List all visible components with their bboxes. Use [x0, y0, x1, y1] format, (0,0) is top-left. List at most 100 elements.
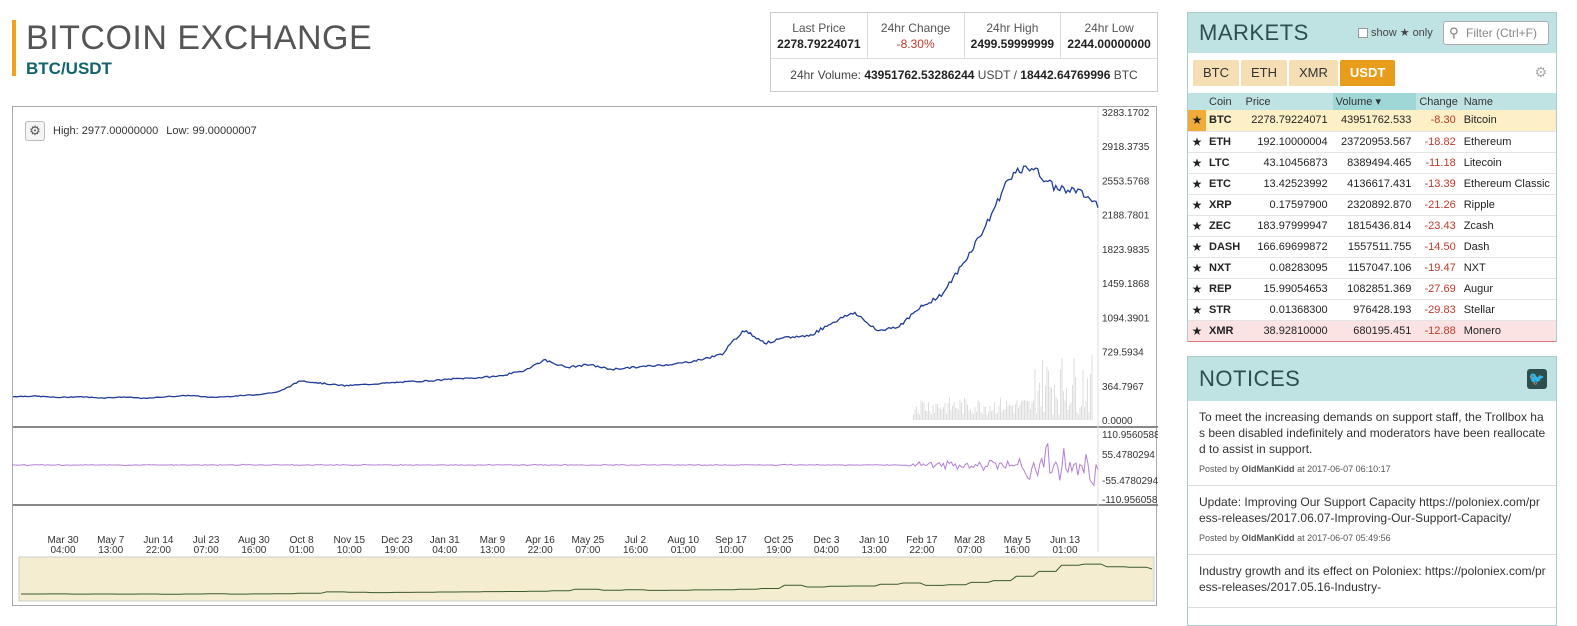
- table-row[interactable]: ★ BTC 2278.79224071 43951762.533 -8.30 Bitcoi…: [1188, 110, 1556, 132]
- x-tick-date: Aug 10: [667, 535, 699, 546]
- star-icon[interactable]: ★: [1188, 173, 1206, 195]
- x-tick-date: Jul 2: [625, 535, 647, 546]
- volume-bar: [1088, 412, 1090, 420]
- star-icon[interactable]: ★: [1188, 299, 1206, 321]
- star-icon[interactable]: ★: [1188, 319, 1206, 342]
- tab-eth[interactable]: ETH: [1241, 60, 1287, 86]
- low-value: 2244.00000000: [1067, 37, 1151, 51]
- volume-bar: [913, 414, 914, 420]
- row-name: Zcash: [1460, 215, 1556, 237]
- volume-bar: [986, 414, 988, 420]
- volume-bar: [1007, 406, 1009, 420]
- table-row[interactable]: ★ ETH 192.10000004 23720953.567 -18.82 Ethere…: [1188, 131, 1556, 153]
- volume-bar: [1087, 378, 1088, 420]
- twitter-icon[interactable]: 🐦: [1527, 369, 1547, 389]
- row-price: 15.99054653: [1242, 278, 1333, 300]
- y-tick-label: 0.0000: [1102, 416, 1133, 427]
- volume-bar: [1043, 411, 1045, 420]
- row-volume: 1082851.369: [1332, 278, 1417, 300]
- osc-tick-label: -110.956058: [1102, 495, 1158, 506]
- gear-icon[interactable]: ⚙: [1534, 64, 1547, 80]
- table-row[interactable]: ★ DASH 166.69699872 1557511.755 -14.50 Dash: [1188, 236, 1556, 258]
- notice-meta: Posted by OldManKidd at 2017-06-07 06:10…: [1199, 461, 1546, 477]
- tab-btc[interactable]: BTC: [1193, 60, 1239, 86]
- filter-input[interactable]: ⚲ Filter (Ctrl+F): [1443, 21, 1549, 45]
- volume-bar: [976, 411, 977, 420]
- x-tick-time: 07:00: [957, 545, 982, 556]
- row-name: Ethereum Classic: [1460, 173, 1556, 195]
- gear-icon[interactable]: ⚙: [25, 121, 45, 141]
- volume-bar: [997, 412, 998, 420]
- osc-tick-label: -55.4780294: [1102, 476, 1158, 487]
- star-icon[interactable]: ★: [1188, 152, 1206, 174]
- star-icon[interactable]: ★: [1188, 110, 1206, 132]
- row-coin: ETH: [1206, 131, 1243, 153]
- volume-bar: [1091, 355, 1093, 420]
- x-tick-time: 22:00: [909, 545, 934, 556]
- chart-svg[interactable]: 3283.1702 2918.3735 2553.5768 2188.7801 1823…: [13, 107, 1158, 607]
- star-icon[interactable]: ★: [1188, 215, 1206, 237]
- volume-bar: [1042, 359, 1043, 420]
- volume-bar: [968, 410, 970, 420]
- col-price[interactable]: Price: [1242, 93, 1333, 110]
- volume-bar: [1027, 401, 1028, 420]
- col-fav[interactable]: [1188, 93, 1206, 110]
- table-row[interactable]: ★ NXT 0.08283095 1157047.106 -19.47 NXT: [1188, 257, 1556, 279]
- low-label: 24hr Low: [1084, 21, 1134, 35]
- volume-bar: [1090, 373, 1091, 420]
- col-volume[interactable]: Volume ▾: [1332, 93, 1417, 110]
- table-row[interactable]: ★ REP 15.99054653 1082851.369 -27.69 Augur: [1188, 278, 1556, 300]
- col-name[interactable]: Name: [1460, 93, 1556, 110]
- show-favorites-only-toggle[interactable]: show ★ only: [1358, 26, 1433, 39]
- star-icon[interactable]: ★: [1188, 257, 1206, 279]
- table-row[interactable]: ★ ETC 13.42523992 4136617.431 -13.39 Ethereum…: [1188, 173, 1556, 195]
- x-tick-date: May 25: [571, 535, 604, 546]
- star-icon[interactable]: ★: [1188, 278, 1206, 300]
- x-tick-time: 07:00: [194, 545, 219, 556]
- price-chart[interactable]: 3283.1702 2918.3735 2553.5768 2188.7801 1823…: [12, 106, 1158, 607]
- volume-bar: [983, 406, 985, 420]
- x-tick-time: 19:00: [766, 545, 791, 556]
- change-cell: 24hr Change -8.30%: [868, 13, 965, 58]
- y-tick-label: 1459.1868: [1102, 279, 1150, 290]
- x-tick-time: 01:00: [671, 545, 696, 556]
- star-icon[interactable]: ★: [1188, 194, 1206, 216]
- star-icon[interactable]: ★: [1188, 236, 1206, 258]
- col-coin[interactable]: Coin: [1206, 93, 1243, 110]
- volume-bar: [1076, 411, 1078, 420]
- osc-tick-label: 110.9560588: [1102, 430, 1158, 441]
- row-change: -21.26: [1416, 194, 1461, 216]
- y-tick-label: 2918.3735: [1102, 142, 1150, 153]
- y-tick-label: 1094.3901: [1102, 313, 1150, 324]
- x-tick-time: 10:00: [718, 545, 743, 556]
- volume-bar: [1013, 412, 1015, 420]
- notices-panel: NOTICES 🐦 To meet the increasing demands…: [1187, 356, 1557, 626]
- favorites-checkbox[interactable]: [1358, 27, 1368, 38]
- volume-bar: [1009, 404, 1010, 420]
- filter-placeholder: Filter (Ctrl+F): [1466, 26, 1537, 40]
- x-tick-date: Apr 16: [525, 535, 555, 546]
- show-label: show: [1371, 26, 1397, 39]
- row-name: NXT: [1460, 257, 1556, 279]
- x-tick-date: May 5: [1004, 535, 1032, 546]
- notice-time: at 2017-06-07 05:49:56: [1297, 533, 1391, 543]
- volume-bar: [958, 409, 959, 420]
- col-change[interactable]: Change: [1416, 93, 1461, 110]
- star-icon[interactable]: ★: [1188, 131, 1206, 153]
- table-row[interactable]: ★ STR 0.01368300 976428.193 -29.83 Stellar: [1188, 299, 1556, 321]
- volume-bar: [1085, 401, 1087, 420]
- volume-bar: [959, 400, 961, 420]
- volume-bar: [1039, 382, 1040, 420]
- posted-by-label: Posted by: [1199, 464, 1240, 474]
- change-value: -8.30%: [896, 37, 935, 51]
- tab-xmr[interactable]: XMR: [1289, 60, 1338, 86]
- markets-table: Coin Price Volume ▾ Change Name ★ BTC 2278…: [1188, 93, 1556, 342]
- tab-usdt[interactable]: USDT: [1339, 60, 1396, 86]
- table-row[interactable]: ★ XMR 38.92810000 680195.451 -12.88 Monero: [1188, 319, 1556, 342]
- low-cell: 24hr Low 2244.00000000: [1061, 13, 1157, 58]
- volume-bar: [950, 409, 952, 420]
- table-row[interactable]: ★ XRP 0.17597900 2320892.870 -21.26 Ripple: [1188, 194, 1556, 216]
- row-name: Monero: [1460, 319, 1556, 342]
- table-row[interactable]: ★ ZEC 183.97999947 1815436.814 -23.43 Zcash: [1188, 215, 1556, 237]
- table-row[interactable]: ★ LTC 43.10456873 8389494.465 -11.18 Litecoin: [1188, 152, 1556, 174]
